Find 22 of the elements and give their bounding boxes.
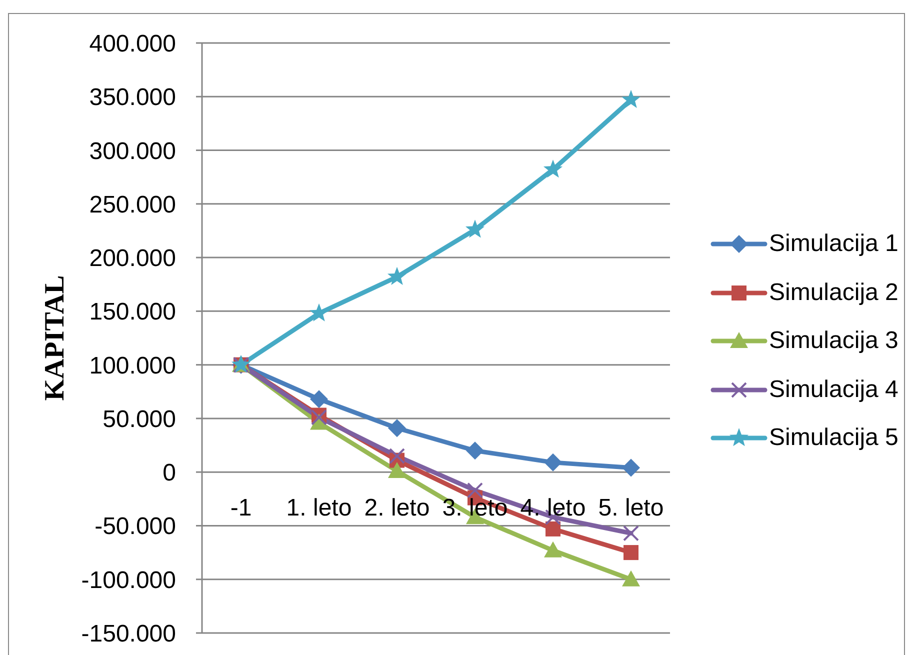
- y-tick-label: 300.000: [89, 138, 176, 165]
- x-tick-label: -1: [230, 494, 252, 522]
- x-tick-label: 5. leto: [598, 494, 664, 522]
- legend-label: Simulacija 4: [769, 376, 898, 404]
- y-tick-label: -150.000: [81, 620, 176, 648]
- legend-label: Simulacija 3: [769, 327, 898, 355]
- y-tick-label: 400.000: [89, 30, 176, 58]
- y-axis-title: KAPITAL: [39, 275, 70, 401]
- y-tick-label: 350.000: [89, 84, 176, 112]
- x-tick-label: 1. leto: [286, 494, 352, 522]
- legend-label: Simulacija 2: [769, 278, 898, 306]
- y-tick-label: 50.000: [102, 406, 176, 433]
- y-tick-label: -100.000: [81, 566, 176, 594]
- legend-label: Simulacija 1: [769, 230, 898, 258]
- y-tick-label: 200.000: [89, 245, 176, 272]
- x-tick-label: 2. leto: [364, 494, 430, 522]
- legend-label: Simulacija 5: [769, 424, 898, 452]
- y-tick-label: 0: [162, 460, 176, 487]
- y-tick-label: 250.000: [89, 191, 176, 218]
- y-tick-label: -50.000: [94, 513, 176, 540]
- y-tick-label: 150.000: [89, 298, 176, 326]
- y-tick-label: 100.000: [89, 352, 176, 380]
